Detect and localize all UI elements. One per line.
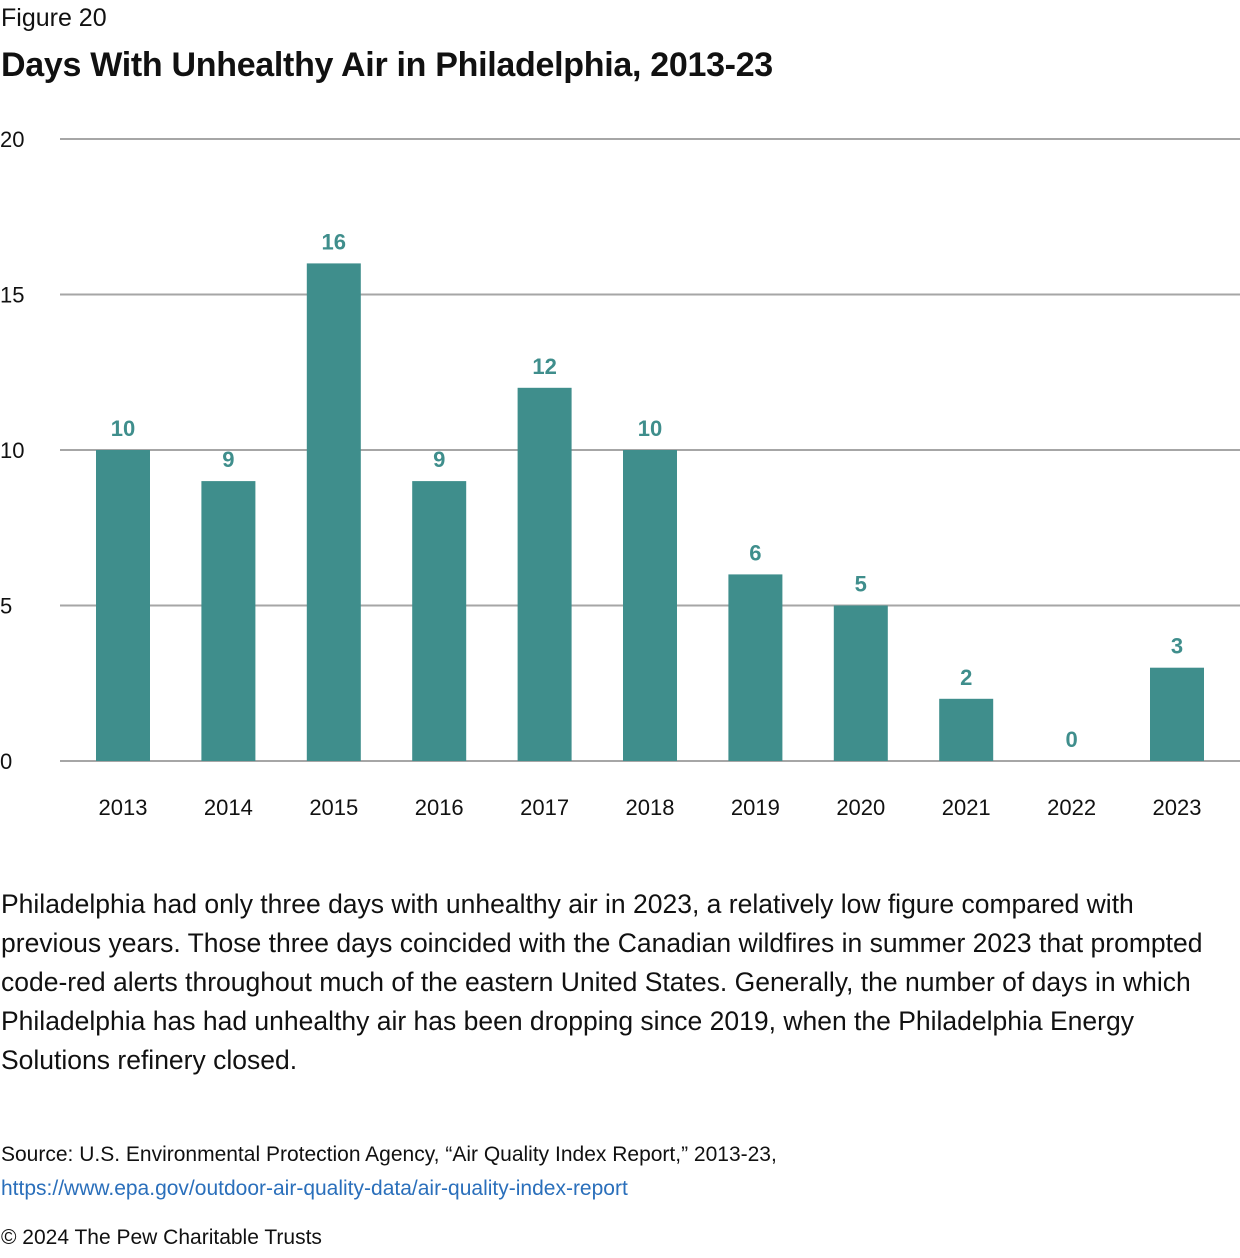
- data-label-2021: 2: [960, 665, 972, 690]
- bar-2014: [201, 481, 256, 761]
- y-tick-label: 5: [0, 594, 12, 619]
- chart-caption: Philadelphia had only three days with un…: [1, 889, 1203, 1075]
- data-label-2020: 5: [855, 572, 867, 597]
- x-axis-ticks: 2013 2014 2015 2016 2017 2018 2019 2020 2021 2022…: [99, 795, 1202, 820]
- data-label-2019: 6: [749, 540, 761, 565]
- y-tick-label: 15: [0, 283, 24, 308]
- bar-2018: [623, 450, 677, 761]
- data-label-2016: 9: [433, 447, 445, 472]
- bar-2019: [728, 574, 783, 761]
- source-note: Source: U.S. Environmental Protection Ag…: [1, 1143, 777, 1166]
- source-link[interactable]: https://www.epa.gov/outdoor-air-quality-…: [1, 1177, 628, 1200]
- x-tick-label: 2017: [520, 795, 569, 820]
- x-tick-label: 2013: [99, 795, 148, 820]
- x-tick-label: 2022: [1047, 795, 1096, 820]
- y-tick-label: 20: [0, 127, 24, 152]
- data-label-2013: 10: [111, 416, 135, 441]
- y-axis-ticks: 0 5 10 15 20: [0, 127, 24, 774]
- bar-2017: [517, 387, 572, 761]
- data-label-2014: 9: [222, 447, 234, 472]
- bar-2023: [1150, 667, 1204, 761]
- y-tick-label: 0: [0, 749, 12, 774]
- bar-2013: [96, 450, 150, 761]
- bar-2015: [306, 263, 361, 761]
- figure-label: Figure 20: [1, 4, 107, 32]
- copyright-notice: © 2024 The Pew Charitable Trusts: [1, 1226, 322, 1249]
- chart-title: Days With Unhealthy Air in Philadelphia,…: [1, 46, 773, 84]
- x-tick-label: 2014: [204, 795, 253, 820]
- y-tick-label: 10: [0, 438, 24, 463]
- data-label-2015: 16: [322, 229, 346, 254]
- data-label-2018: 10: [638, 416, 662, 441]
- x-tick-label: 2023: [1153, 795, 1202, 820]
- data-label-2017: 12: [532, 354, 556, 379]
- data-label-2022: 0: [1065, 727, 1077, 752]
- x-tick-label: 2015: [309, 795, 358, 820]
- bar-2021: [939, 698, 994, 761]
- x-tick-label: 2021: [942, 795, 991, 820]
- x-tick-label: 2020: [836, 795, 885, 820]
- bar-2016: [412, 481, 467, 761]
- x-tick-label: 2018: [626, 795, 675, 820]
- x-tick-label: 2016: [415, 795, 464, 820]
- bars: [96, 263, 1204, 761]
- data-labels: 10 9 16 9 12 10 6 5 2 0 3: [111, 229, 1183, 752]
- x-tick-label: 2019: [731, 795, 780, 820]
- data-label-2023: 3: [1171, 634, 1183, 659]
- bar-2020: [833, 605, 888, 761]
